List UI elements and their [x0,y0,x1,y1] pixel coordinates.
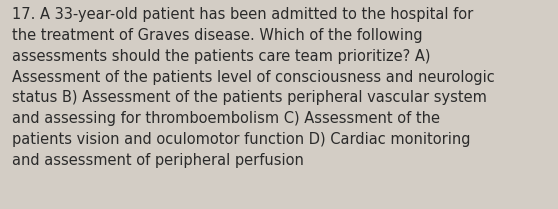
Text: 17. A 33-year-old patient has been admitted to the hospital for
the treatment of: 17. A 33-year-old patient has been admit… [12,7,495,168]
